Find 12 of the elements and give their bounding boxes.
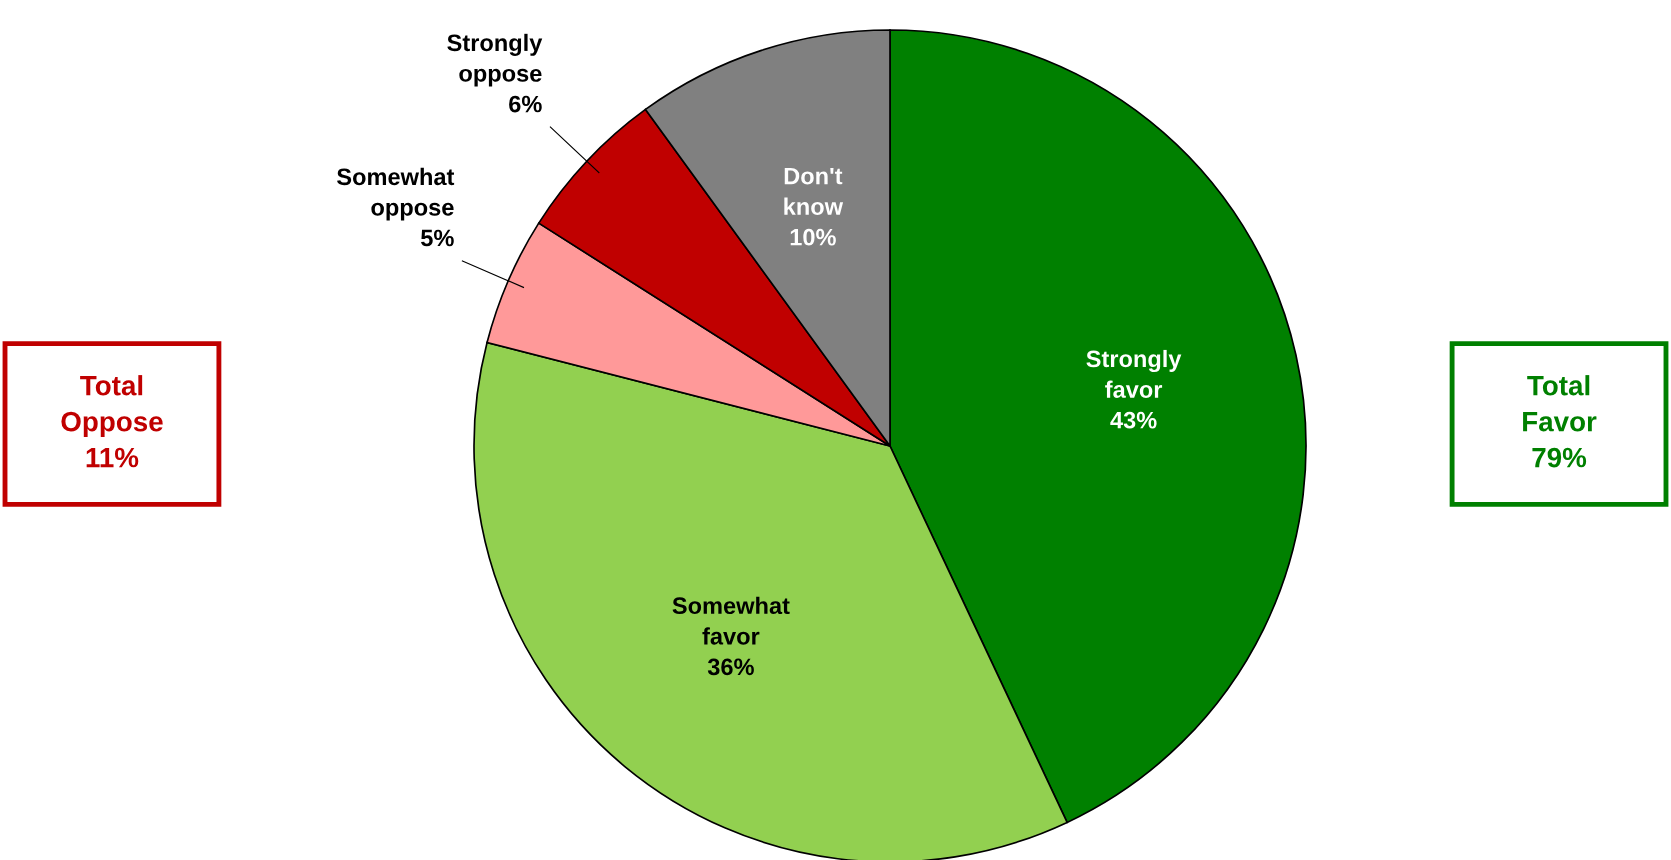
- slice-label: Don't know: [784, 167, 844, 215]
- data-label: 5%: [421, 229, 454, 247]
- data-label: 6%: [509, 95, 542, 113]
- text: Total Oppose 11%: [61, 375, 163, 468]
- data-label: 36%: [707, 658, 754, 676]
- text: Total Favor 79%: [1523, 375, 1597, 468]
- slice-label: Strongly favor: [1086, 349, 1182, 398]
- slice-label: Somewhat oppose: [337, 167, 455, 221]
- slice-label: Strongly oppose: [447, 33, 543, 87]
- data-label: 10%: [790, 228, 836, 246]
- data-label: 43%: [1110, 411, 1157, 429]
- slice-label: Somewhat favor: [672, 596, 790, 645]
